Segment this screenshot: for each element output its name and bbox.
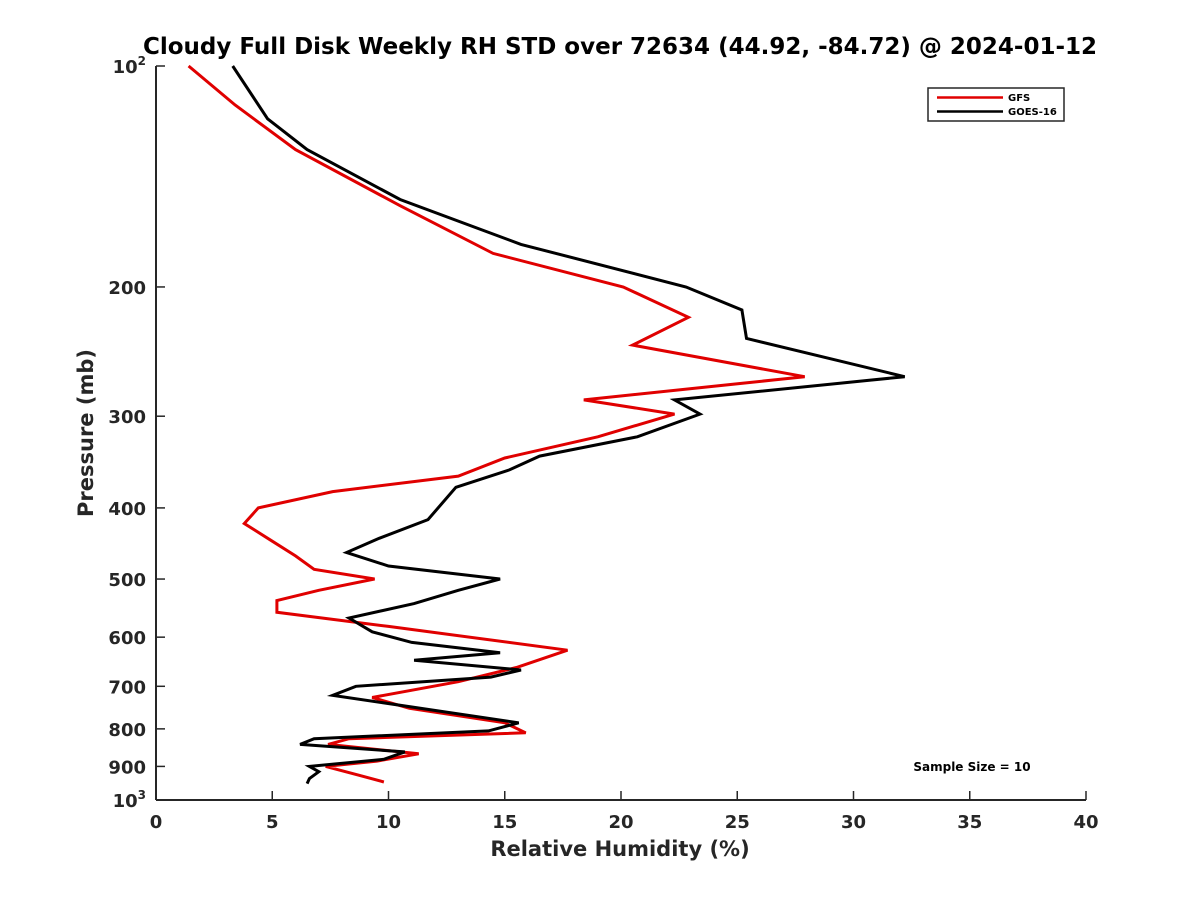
y-tick-label: 400	[108, 499, 146, 520]
y-tick-label: 500	[108, 570, 146, 591]
legend-label-gfs: GFS	[1008, 93, 1030, 104]
y-axis-label: Pressure (mb)	[74, 349, 98, 517]
x-axis-ticks: 0 5 10 15 20 25 30 35 40	[150, 791, 1099, 833]
y-tick-label: 102	[113, 54, 146, 78]
y-axis-ticks: 102 200 300 400 500 600 700 800 900 103	[108, 54, 165, 812]
x-tick-label: 25	[725, 812, 750, 833]
x-axis-label: Relative Humidity (%)	[490, 837, 749, 861]
x-tick-label: 40	[1073, 812, 1098, 833]
x-tick-label: 15	[492, 812, 517, 833]
y-tick-label: 200	[108, 278, 146, 299]
x-tick-label: 30	[841, 812, 866, 833]
y-tick-label: 600	[108, 628, 146, 649]
y-tick-label: 900	[108, 757, 146, 778]
sample-size-annotation: Sample Size = 10	[913, 760, 1030, 774]
y-tick-label: 300	[108, 407, 146, 428]
y-tick-label: 700	[108, 677, 146, 698]
series-line-gfs	[187, 64, 805, 784]
y-tick-label: 103	[113, 788, 146, 812]
series-lines	[187, 64, 906, 785]
x-tick-label: 10	[376, 812, 401, 833]
series-line-goes16	[231, 65, 906, 785]
chart-title: Cloudy Full Disk Weekly RH STD over 7263…	[143, 34, 1097, 60]
x-tick-label: 20	[608, 812, 633, 833]
x-tick-label: 5	[266, 812, 279, 833]
legend-box	[927, 87, 1065, 122]
x-tick-label: 35	[957, 812, 982, 833]
legend-label-goes16: GOES-16	[1008, 107, 1057, 118]
y-tick-label: 800	[108, 720, 146, 741]
x-tick-label: 0	[150, 812, 163, 833]
legend: GFS GOES-16	[927, 87, 1065, 122]
